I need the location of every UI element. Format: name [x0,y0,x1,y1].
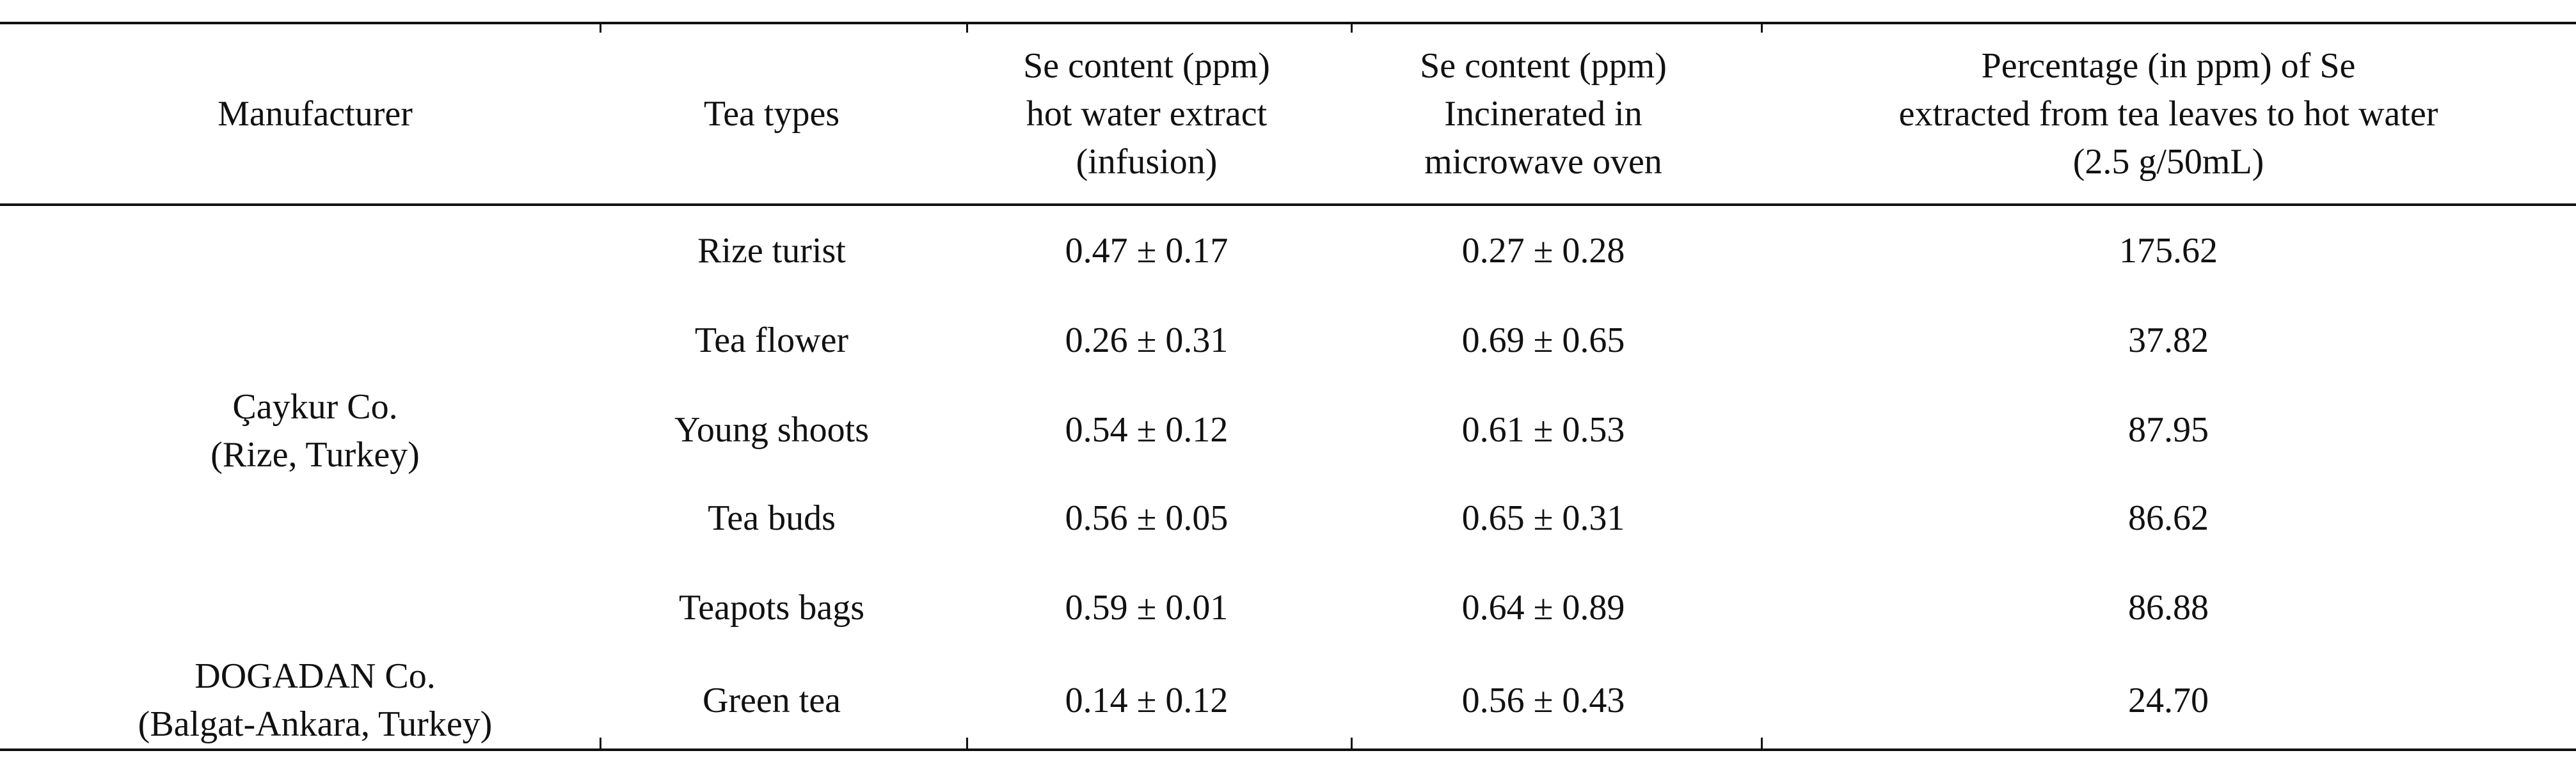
incinerated-cell: 0.61 ± 0.53 [1461,409,1625,450]
manufacturer-name: Çaykur Co. [232,387,398,427]
incinerated-cell: 0.64 ± 0.89 [1461,587,1625,628]
infusion-cell: 0.26 ± 0.31 [1065,320,1228,360]
column-tick [600,22,601,33]
header-infusion-line: hot water extract [1026,93,1268,134]
header-percentage: Percentage (in ppm) of Se extracted from… [1761,23,2576,205]
header-infusion-line: Se content (ppm) [1023,45,1270,86]
header-manufacturer: Manufacturer [218,93,413,134]
incinerated-cell: 0.65 ± 0.31 [1461,498,1625,538]
percentage-cell: 86.62 [2128,498,2209,538]
column-tick [966,738,968,748]
column-tick [1351,738,1353,748]
column-tick [1761,22,1763,33]
header-percentage-line: (2.5 g/50mL) [2072,141,2264,182]
percentage-cell: 37.82 [2128,320,2209,360]
tea-type-cell: Tea buds [708,498,836,538]
header-percentage-line: Percentage (in ppm) of Se [1981,45,2356,86]
header-incinerated-line: Se content (ppm) [1420,45,1667,86]
manufacturer-location: (Balgat-Ankara, Turkey) [138,704,493,744]
tea-type-cell: Rize turist [697,230,846,271]
column-tick [1761,738,1763,748]
percentage-cell: 87.95 [2128,409,2209,450]
manufacturer-dogadan: DOGADAN Co. (Balgat-Ankara, Turkey) [0,649,630,752]
percentage-cell: 86.88 [2128,587,2209,628]
table-top-rule [0,22,2576,24]
infusion-cell: 0.14 ± 0.12 [1065,680,1228,720]
tea-type-cell: Tea flower [694,320,849,360]
infusion-cell: 0.59 ± 0.01 [1065,587,1228,628]
header-incinerated-line: Incinerated in [1444,93,1642,134]
percentage-cell: 175.62 [2119,230,2218,271]
header-incinerated: Se content (ppm) Incinerated in microwav… [1326,23,1761,205]
tea-type-cell: Green tea [702,680,841,720]
header-incinerated-line: microwave oven [1424,141,1662,182]
incinerated-cell: 0.69 ± 0.65 [1461,320,1625,360]
header-tea-types: Tea types [703,93,840,134]
header-infusion: Se content (ppm) hot water extract (infu… [967,23,1326,205]
header-percentage-line: extracted from tea leaves to hot water [1898,93,2438,134]
table-bottom-rule [0,748,2576,751]
infusion-cell: 0.54 ± 0.12 [1065,409,1228,450]
manufacturer-caykur: Çaykur Co. (Rize, Turkey) [0,380,630,482]
manufacturer-name: DOGADAN Co. [195,656,436,696]
incinerated-cell: 0.27 ± 0.28 [1461,230,1625,271]
tea-type-cell: Young shoots [674,409,869,450]
manufacturer-location: (Rize, Turkey) [211,435,420,475]
column-tick [1351,22,1353,33]
infusion-cell: 0.47 ± 0.17 [1065,230,1228,271]
column-tick [966,22,968,33]
table-header-rule [0,203,2576,206]
infusion-cell: 0.56 ± 0.05 [1065,498,1228,538]
incinerated-cell: 0.56 ± 0.43 [1461,680,1625,720]
percentage-cell: 24.70 [2128,680,2209,720]
tea-type-cell: Teapots bags [678,587,864,628]
header-infusion-line: (infusion) [1076,141,1218,182]
column-tick [600,738,601,748]
